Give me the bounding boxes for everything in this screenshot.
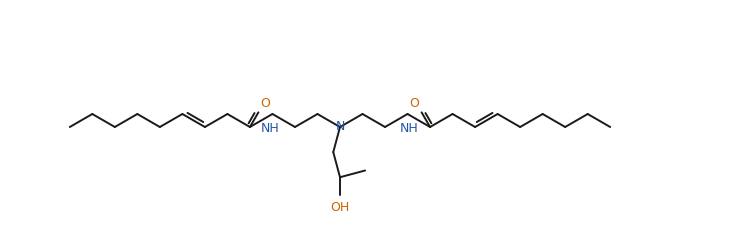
Text: NH: NH bbox=[261, 122, 280, 135]
Text: N: N bbox=[335, 120, 345, 134]
Text: OH: OH bbox=[331, 201, 350, 214]
Text: O: O bbox=[410, 97, 419, 110]
Text: O: O bbox=[260, 97, 270, 110]
Text: NH: NH bbox=[400, 122, 419, 135]
